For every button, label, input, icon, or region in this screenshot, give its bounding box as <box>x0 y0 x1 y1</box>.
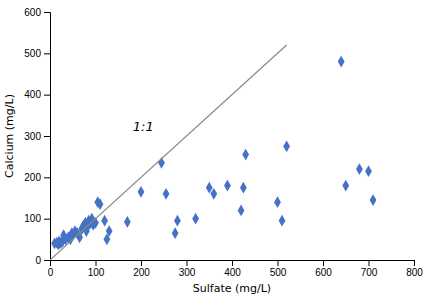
point <box>106 225 113 237</box>
point <box>101 215 108 227</box>
point <box>338 56 345 68</box>
tick-label: 500 <box>24 48 41 59</box>
point <box>172 227 179 239</box>
tick-label: 100 <box>88 267 105 278</box>
marks <box>50 45 376 260</box>
chart: 0 100 200 300 400 500 600 700 800 0 100 200 300 400 50… <box>0 0 430 298</box>
tick-mark <box>187 260 188 266</box>
tick-mark <box>44 136 50 137</box>
point <box>163 188 170 200</box>
tick-label: 600 <box>315 267 332 278</box>
tick-mark <box>96 260 97 266</box>
tick-mark <box>278 260 279 266</box>
tick: 500 <box>270 260 287 278</box>
point <box>365 165 372 177</box>
tick-label: 200 <box>24 172 41 183</box>
tick-mark <box>141 260 142 266</box>
tick: 700 <box>361 260 378 278</box>
tick-mark <box>323 260 324 266</box>
tick: 100 <box>24 213 50 224</box>
tick-label: 100 <box>24 213 41 224</box>
tick-label: 0 <box>48 267 54 278</box>
tick-mark <box>44 53 50 54</box>
x-axis: 0 100 200 300 400 500 600 700 800 <box>48 260 424 278</box>
point <box>279 215 286 227</box>
tick-label: 300 <box>24 131 41 142</box>
tick: 200 <box>133 260 150 278</box>
tick-mark <box>44 12 50 13</box>
annotation: 1:1 <box>133 119 154 134</box>
tick: 100 <box>88 260 105 278</box>
tick: 300 <box>24 131 50 142</box>
tick-label: 0 <box>35 255 41 266</box>
tick-mark <box>44 177 50 178</box>
y-axis-title: Calcium (mg/L) <box>3 94 16 178</box>
tick: 400 <box>24 89 50 100</box>
tick-mark <box>369 260 370 266</box>
tick-mark <box>232 260 233 266</box>
plot: 0 100 200 300 400 500 600 700 800 0 100 200 300 400 50… <box>24 7 423 278</box>
tick-label: 400 <box>24 89 41 100</box>
point <box>240 182 247 194</box>
tick: 0 <box>35 255 50 266</box>
point <box>238 205 245 217</box>
point <box>370 194 377 206</box>
reference-line <box>50 45 287 260</box>
point <box>274 196 281 208</box>
tick-label: 800 <box>406 267 423 278</box>
tick: 500 <box>24 48 50 59</box>
point <box>210 188 217 200</box>
tick: 200 <box>24 172 50 183</box>
tick-label: 700 <box>361 267 378 278</box>
point <box>174 215 181 227</box>
tick: 600 <box>315 260 332 278</box>
x-axis-title: Sulfate (mg/L) <box>193 282 271 295</box>
y-axis-line <box>44 13 51 261</box>
point <box>124 216 131 228</box>
point <box>224 180 231 192</box>
point <box>192 213 199 225</box>
x-axis-line <box>51 261 415 267</box>
tick-label: 500 <box>270 267 287 278</box>
y-axis: 0 100 200 300 400 500 600 <box>24 7 50 266</box>
tick-label: 200 <box>133 267 150 278</box>
tick-label: 300 <box>179 267 196 278</box>
tick-label: 600 <box>24 7 41 18</box>
point <box>342 180 349 192</box>
tick-mark <box>414 260 415 266</box>
tick-mark <box>44 95 50 96</box>
point <box>356 163 363 175</box>
point <box>138 186 145 198</box>
tick-mark <box>44 219 50 220</box>
tick-mark <box>44 260 50 261</box>
tick: 600 <box>24 7 50 18</box>
tick: 300 <box>179 260 196 278</box>
tick: 0 <box>48 260 54 278</box>
point <box>283 140 290 152</box>
tick: 400 <box>224 260 241 278</box>
tick-label: 400 <box>224 267 241 278</box>
point <box>242 149 249 161</box>
point <box>97 198 104 210</box>
tick: 800 <box>406 260 423 278</box>
